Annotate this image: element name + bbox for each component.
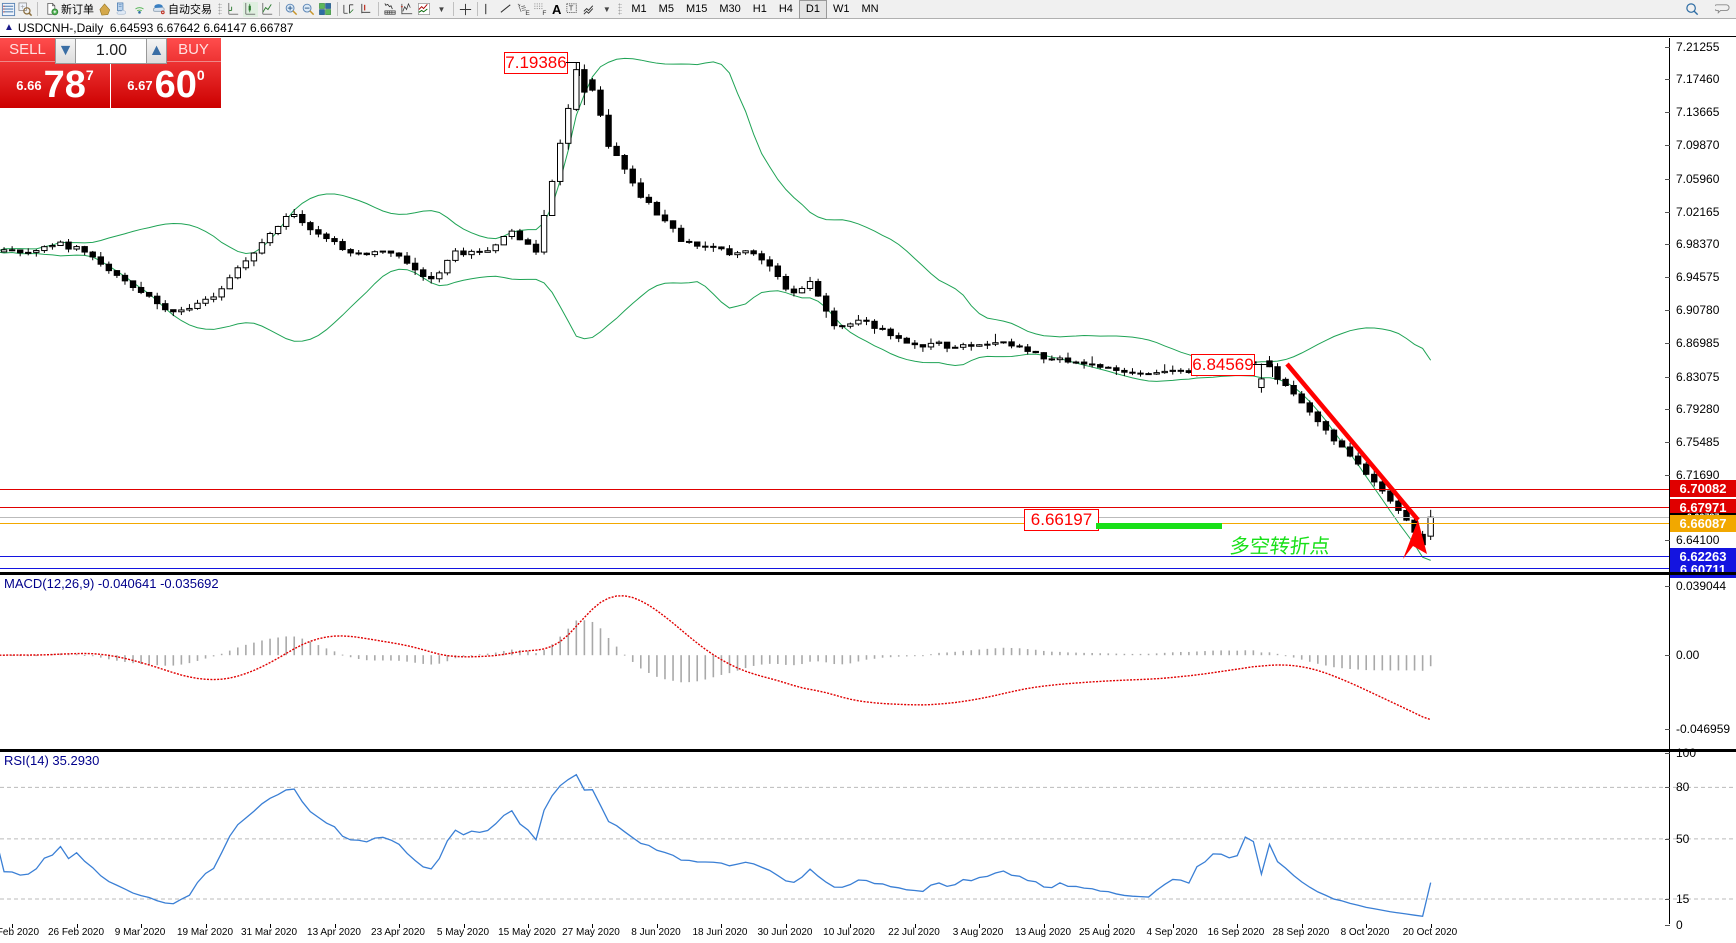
svg-text:F: F bbox=[542, 10, 546, 17]
svg-text:T: T bbox=[569, 3, 574, 12]
svg-text:E: E bbox=[525, 10, 530, 17]
